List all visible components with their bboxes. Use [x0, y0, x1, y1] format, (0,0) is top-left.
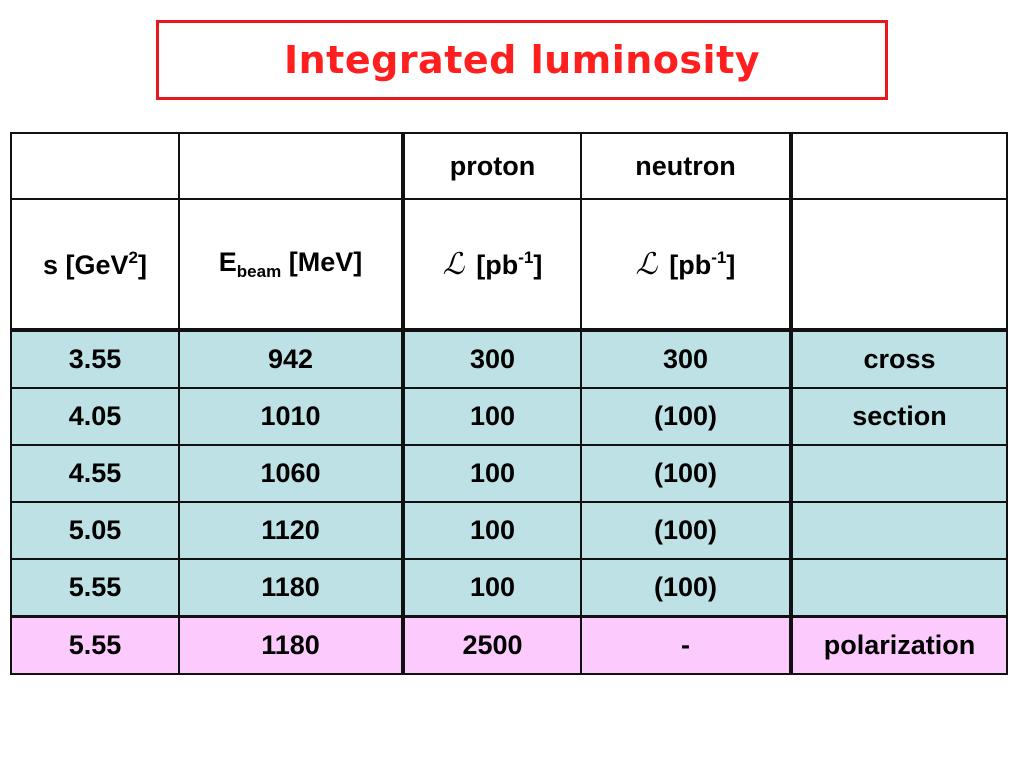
luminosity-symbol-icon: ℒ: [442, 246, 465, 282]
header-lum-proton: ℒ [pb-1]: [401, 198, 582, 332]
cell-note: cross: [789, 329, 1008, 389]
cell-note: [789, 501, 1008, 560]
cell-proton: 100: [401, 444, 582, 503]
cell-neutron: (100): [580, 387, 792, 446]
header-s: s [GeV2]: [10, 198, 180, 332]
cell-e: 1180: [178, 558, 404, 618]
cell-proton: 2500: [401, 615, 582, 675]
cell-s: 5.55: [10, 558, 180, 618]
cell-e: 942: [178, 329, 404, 389]
cell-neutron: (100): [580, 444, 792, 503]
cell-neutron: 300: [580, 329, 792, 389]
header-lum-neutron: ℒ [pb-1]: [580, 198, 792, 332]
header-cell: [10, 132, 180, 200]
luminosity-table: proton neutron s [GeV2] Ebeam [MeV] ℒ [pb…: [10, 132, 1008, 675]
header-proton: proton: [401, 132, 582, 200]
cell-proton: 100: [401, 501, 582, 560]
header-cell: [789, 198, 1008, 332]
cell-neutron: -: [580, 615, 792, 675]
cell-s: 4.55: [10, 444, 180, 503]
cell-neutron: (100): [580, 558, 792, 618]
table-row-polarization: 5.55 1180 2500 - polarization: [10, 615, 1008, 675]
cell-s: 3.55: [10, 329, 180, 389]
cell-s: 4.05: [10, 387, 180, 446]
cell-e: 1180: [178, 615, 404, 675]
cell-note: polarization: [789, 615, 1008, 675]
table-row: 5.55 1180 100 (100): [10, 558, 1008, 618]
cell-e: 1120: [178, 501, 404, 560]
table-row: 3.55 942 300 300 cross: [10, 329, 1008, 389]
cell-note: section: [789, 387, 1008, 446]
table-row: 4.05 1010 100 (100) section: [10, 387, 1008, 446]
cell-neutron: (100): [580, 501, 792, 560]
luminosity-symbol-icon: ℒ: [635, 246, 658, 282]
cell-e: 1060: [178, 444, 404, 503]
header-cell: [178, 132, 404, 200]
title-box: Integrated luminosity: [156, 20, 888, 100]
header-neutron: neutron: [580, 132, 792, 200]
cell-note: [789, 444, 1008, 503]
table-row: 4.55 1060 100 (100): [10, 444, 1008, 503]
header-row-units: s [GeV2] Ebeam [MeV] ℒ [pb-1] ℒ [pb-1]: [10, 198, 1008, 332]
table-row: 5.05 1120 100 (100): [10, 501, 1008, 560]
cell-e: 1010: [178, 387, 404, 446]
cell-proton: 300: [401, 329, 582, 389]
cell-s: 5.05: [10, 501, 180, 560]
cell-note: [789, 558, 1008, 618]
cell-s: 5.55: [10, 615, 180, 675]
page-title: Integrated luminosity: [283, 38, 761, 82]
header-row-particle: proton neutron: [10, 132, 1008, 200]
header-cell: [789, 132, 1008, 200]
cell-proton: 100: [401, 387, 582, 446]
cell-proton: 100: [401, 558, 582, 618]
header-ebeam: Ebeam [MeV]: [178, 198, 404, 332]
